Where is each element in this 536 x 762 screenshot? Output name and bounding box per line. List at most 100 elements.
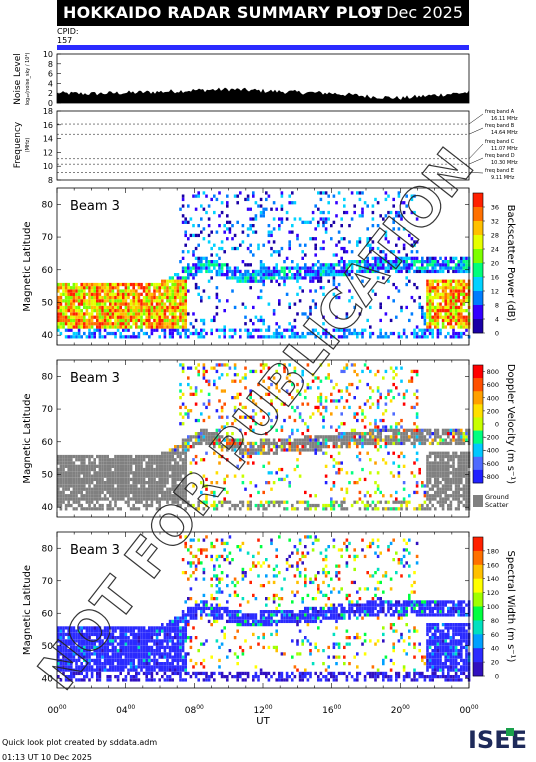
heatmap-cell: [421, 332, 424, 335]
heatmap-cell: [286, 273, 289, 276]
heatmap-cell: [369, 458, 372, 461]
heatmap-cell: [151, 639, 154, 642]
heatmap-cell: [325, 435, 328, 438]
heatmap-cell: [242, 240, 245, 243]
heatmap-cell: [132, 678, 135, 681]
heatmap-cell: [114, 309, 117, 312]
heatmap-cell: [65, 293, 68, 296]
heatmap-cell: [429, 319, 432, 322]
heatmap-cell: [106, 325, 109, 328]
heatmap-cell: [304, 448, 307, 451]
heatmap-cell: [60, 481, 63, 484]
heatmap-cell: [200, 432, 203, 435]
heatmap-cell: [439, 497, 442, 500]
heatmap-cell: [122, 649, 125, 652]
heatmap-cell: [125, 494, 128, 497]
heatmap-cell: [169, 286, 172, 289]
heatmap-cell: [70, 286, 73, 289]
heatmap-cell: [99, 312, 102, 315]
heatmap-cell: [314, 263, 317, 266]
heatmap-cell: [65, 461, 68, 464]
heatmap-cell: [460, 280, 463, 283]
heatmap-cell: [112, 316, 115, 319]
freq-tick-label: 16: [43, 121, 53, 130]
heatmap-cell: [361, 501, 364, 504]
heatmap-cell: [457, 280, 460, 283]
heatmap-cell: [132, 303, 135, 306]
heatmap-cell: [223, 325, 226, 328]
heatmap-cell: [437, 494, 440, 497]
heatmap-cell: [273, 501, 276, 504]
heatmap-cell: [88, 303, 91, 306]
heatmap-cell: [135, 633, 138, 636]
heatmap-cell: [439, 280, 442, 283]
heatmap-cell: [426, 283, 429, 286]
heatmap-cell: [450, 478, 453, 481]
heatmap-cell: [385, 435, 388, 438]
heatmap-cell: [460, 501, 463, 504]
heatmap-cell: [356, 481, 359, 484]
ground-label-2: Scatter: [485, 501, 509, 509]
heatmap-cell: [148, 626, 151, 629]
heatmap-cell: [148, 633, 151, 636]
freq-band-value: 9.11 MHz: [491, 175, 515, 181]
heatmap-cell: [465, 478, 468, 481]
heatmap-cell: [437, 312, 440, 315]
heatmap-cell: [442, 484, 445, 487]
heatmap-cell: [182, 250, 185, 253]
heatmap-cell: [447, 316, 450, 319]
heatmap-cell: [93, 504, 96, 507]
heatmap-cell: [236, 247, 239, 250]
colorbar-segment: [473, 457, 483, 470]
heatmap-cell: [130, 678, 133, 681]
colorbar-tick-label: -800: [484, 473, 499, 481]
heatmap-cell: [78, 306, 81, 309]
heatmap-cell: [122, 481, 125, 484]
heatmap-cell: [460, 442, 463, 445]
heatmap-cell: [442, 283, 445, 286]
heatmap-cell: [437, 455, 440, 458]
heatmap-cell: [197, 370, 200, 373]
heatmap-cell: [247, 263, 250, 266]
heatmap-cell: [73, 475, 76, 478]
heatmap-cell: [88, 507, 91, 510]
heatmap-cell: [249, 481, 252, 484]
heatmap-cell: [62, 475, 65, 478]
heatmap-cell: [138, 478, 141, 481]
heatmap-cell: [158, 289, 161, 292]
heatmap-cell: [156, 319, 159, 322]
heatmap-cell: [114, 322, 117, 325]
heatmap-cell: [400, 306, 403, 309]
heatmap-cell: [400, 452, 403, 455]
heatmap-cell: [434, 312, 437, 315]
heatmap-cell: [325, 399, 328, 402]
heatmap-cell: [257, 273, 260, 276]
heatmap-cell: [236, 280, 239, 283]
heatmap-cell: [444, 293, 447, 296]
heatmap-cell: [450, 442, 453, 445]
heatmap-cell: [335, 201, 338, 204]
heatmap-cell: [444, 312, 447, 315]
heatmap-cell: [91, 488, 94, 491]
heatmap-cell: [450, 267, 453, 270]
heatmap-cell: [439, 458, 442, 461]
heatmap-cell: [221, 329, 224, 332]
heatmap-cell: [145, 497, 148, 500]
heatmap-cell: [171, 458, 174, 461]
heatmap-cell: [447, 270, 450, 273]
heatmap-cell: [119, 319, 122, 322]
heatmap-cell: [151, 461, 154, 464]
heatmap-cell: [127, 325, 130, 328]
heatmap-cell: [127, 488, 130, 491]
heatmap-cell: [291, 448, 294, 451]
heatmap-cell: [294, 217, 297, 220]
heatmap-cell: [320, 267, 323, 270]
heatmap-cell: [195, 270, 198, 273]
heatmap-cell: [91, 494, 94, 497]
heatmap-cell: [88, 316, 91, 319]
heatmap-cell: [426, 494, 429, 497]
heatmap-cell: [91, 293, 94, 296]
heatmap-cell: [307, 439, 310, 442]
heatmap-cell: [166, 468, 169, 471]
heatmap-cell: [457, 306, 460, 309]
